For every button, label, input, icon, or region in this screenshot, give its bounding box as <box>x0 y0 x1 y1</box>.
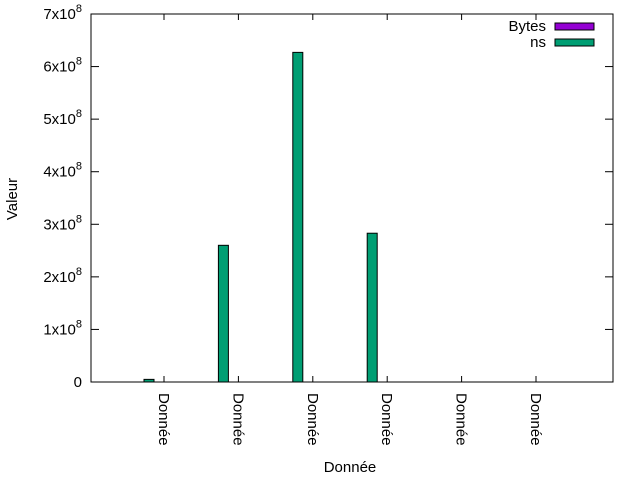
plot-border <box>90 13 614 383</box>
y-tick-label: 2x108 <box>43 266 82 286</box>
bar-ns-1 <box>143 378 155 383</box>
legend-swatch-bytes <box>554 22 595 31</box>
y-tick-label: 0 <box>74 374 82 391</box>
y-axis-label: Valeur <box>4 178 21 220</box>
x-tick-label: Donnée <box>304 393 321 446</box>
legend-swatch-ns <box>554 38 595 47</box>
y-tick-label: 6x108 <box>43 56 82 76</box>
x-axis-label: Donnée <box>324 459 377 476</box>
legend-label-ns: ns <box>530 34 546 51</box>
x-tick-label: Donnée <box>453 393 470 446</box>
y-tick-label: 7x108 <box>43 3 82 23</box>
y-tick-label: 4x108 <box>43 161 82 181</box>
bar-ns-2 <box>217 244 229 383</box>
plot-area: 0 1x108 2x108 3x108 4x108 5x108 6x108 7x108 Donn… <box>43 3 614 446</box>
y-tick-label: 3x108 <box>43 213 82 233</box>
bar-ns-3 <box>292 51 304 383</box>
x-tick-label: Donnée <box>527 393 544 446</box>
x-tick-label: Donnée <box>155 393 172 446</box>
y-tick-label: 5x108 <box>43 108 82 128</box>
y-tick-label: 1x108 <box>43 318 82 338</box>
bar-ns-4 <box>366 232 378 383</box>
legend-label-bytes: Bytes <box>508 18 546 35</box>
x-tick-label: Donnée <box>378 393 395 446</box>
x-tick-label: Donnée <box>229 393 246 446</box>
